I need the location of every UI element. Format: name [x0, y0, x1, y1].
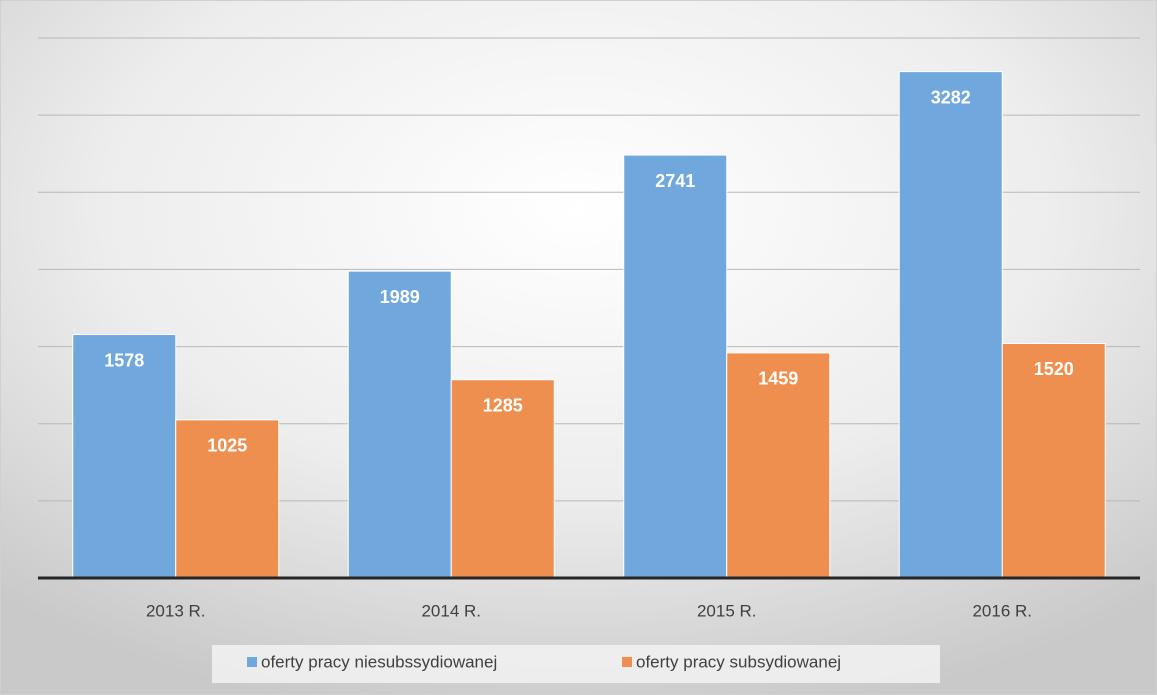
- data-label: 1578: [104, 350, 144, 370]
- legend-swatch: [247, 657, 257, 667]
- bar: [726, 352, 831, 579]
- x-tick-label: 2013 R.: [146, 601, 206, 620]
- legend-swatch: [622, 657, 632, 667]
- data-label: 1520: [1034, 359, 1074, 379]
- data-label: 1285: [483, 395, 523, 415]
- bar: [175, 419, 280, 579]
- bar: [1001, 342, 1106, 579]
- legend-box: [212, 645, 940, 683]
- legend-label: oferty pracy niesubssydiowanej: [261, 652, 497, 671]
- data-label: 3282: [931, 87, 971, 107]
- bar: [623, 154, 728, 579]
- bar: [72, 334, 177, 579]
- x-tick-label: 2016 R.: [972, 601, 1032, 620]
- legend-label: oferty pracy subsydiowanej: [636, 652, 841, 671]
- bar: [898, 71, 1003, 579]
- data-label: 2741: [655, 171, 695, 191]
- x-tick-label: 2014 R.: [421, 601, 481, 620]
- data-label: 1989: [380, 287, 420, 307]
- bar: [347, 270, 452, 579]
- x-tick-label: 2015 R.: [697, 601, 757, 620]
- data-label: 1459: [758, 369, 798, 389]
- bar: [450, 379, 555, 579]
- data-label: 1025: [207, 436, 247, 456]
